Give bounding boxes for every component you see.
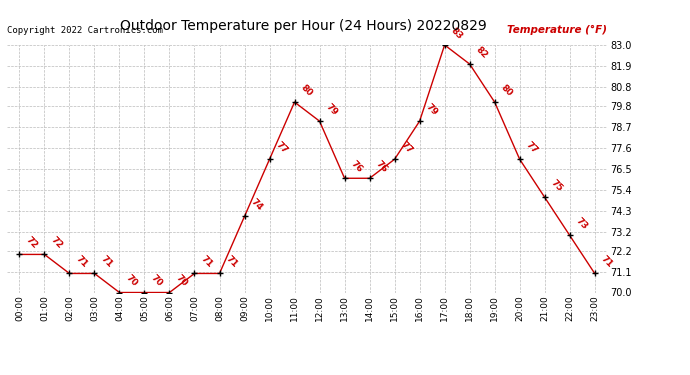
Text: 79: 79: [424, 102, 439, 117]
Text: 71: 71: [99, 254, 114, 269]
Text: 71: 71: [199, 254, 214, 269]
Text: Copyright 2022 Cartronics.com: Copyright 2022 Cartronics.com: [7, 26, 163, 35]
Text: 70: 70: [174, 273, 189, 288]
Text: 76: 76: [348, 159, 364, 174]
Text: 71: 71: [74, 254, 89, 269]
Text: 71: 71: [224, 254, 239, 269]
Text: 74: 74: [248, 197, 264, 212]
Text: 80: 80: [499, 83, 514, 98]
Text: 76: 76: [374, 159, 389, 174]
Text: 77: 77: [274, 140, 289, 155]
Text: 75: 75: [549, 178, 564, 193]
Text: 79: 79: [324, 102, 339, 117]
Text: Temperature (°F): Temperature (°F): [507, 25, 607, 35]
Text: 83: 83: [448, 26, 464, 41]
Text: 80: 80: [299, 83, 314, 98]
Text: 72: 72: [23, 235, 39, 250]
Text: 73: 73: [574, 216, 589, 231]
Text: 82: 82: [474, 45, 489, 60]
Text: 72: 72: [48, 235, 64, 250]
Text: 70: 70: [148, 273, 164, 288]
Text: Outdoor Temperature per Hour (24 Hours) 20220829: Outdoor Temperature per Hour (24 Hours) …: [120, 19, 487, 33]
Text: 71: 71: [599, 254, 614, 269]
Text: 70: 70: [124, 273, 139, 288]
Text: 77: 77: [524, 140, 539, 155]
Text: 77: 77: [399, 140, 414, 155]
